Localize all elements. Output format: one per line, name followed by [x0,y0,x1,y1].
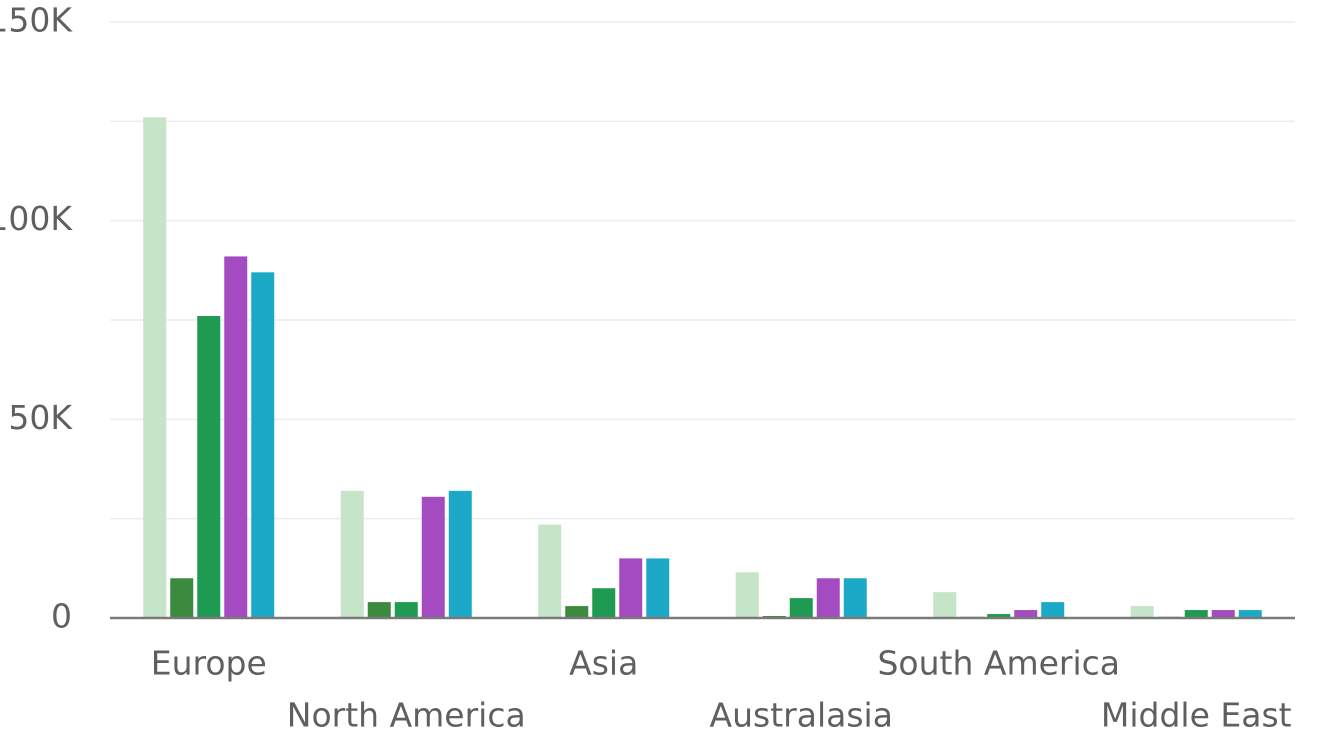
bar [592,588,616,618]
bar [251,272,275,618]
bar [843,578,867,618]
bar [224,256,248,618]
bar [197,316,221,618]
bar [933,592,957,618]
bar [789,598,813,618]
y-tick-label: 150K [0,1,73,40]
bar [1211,610,1235,618]
bar [538,524,562,618]
bar [448,490,472,618]
bar [1238,610,1262,618]
y-tick-label: 50K [8,398,73,437]
x-tick-label: Europe [151,644,267,683]
y-tick-label: 0 [51,597,72,636]
bar [816,578,840,618]
x-tick-label: Australasia [710,696,893,735]
bar [1014,610,1038,618]
bar [565,606,589,618]
bar [394,602,418,618]
bar [367,602,391,618]
bar [143,117,167,619]
bar [170,578,194,618]
x-tick-label: Asia [569,644,638,683]
bar [1041,602,1065,618]
bar [735,572,759,618]
x-tick-label: South America [877,644,1120,683]
bar [1184,610,1208,618]
x-tick-label: North America [287,696,526,735]
y-tick-label: 100K [0,199,73,238]
bar [619,558,643,618]
bar [340,490,364,618]
bar [1130,606,1154,618]
bar [987,614,1011,618]
bar [421,496,445,618]
bar [646,558,670,618]
x-tick-label: Middle East [1101,696,1292,735]
